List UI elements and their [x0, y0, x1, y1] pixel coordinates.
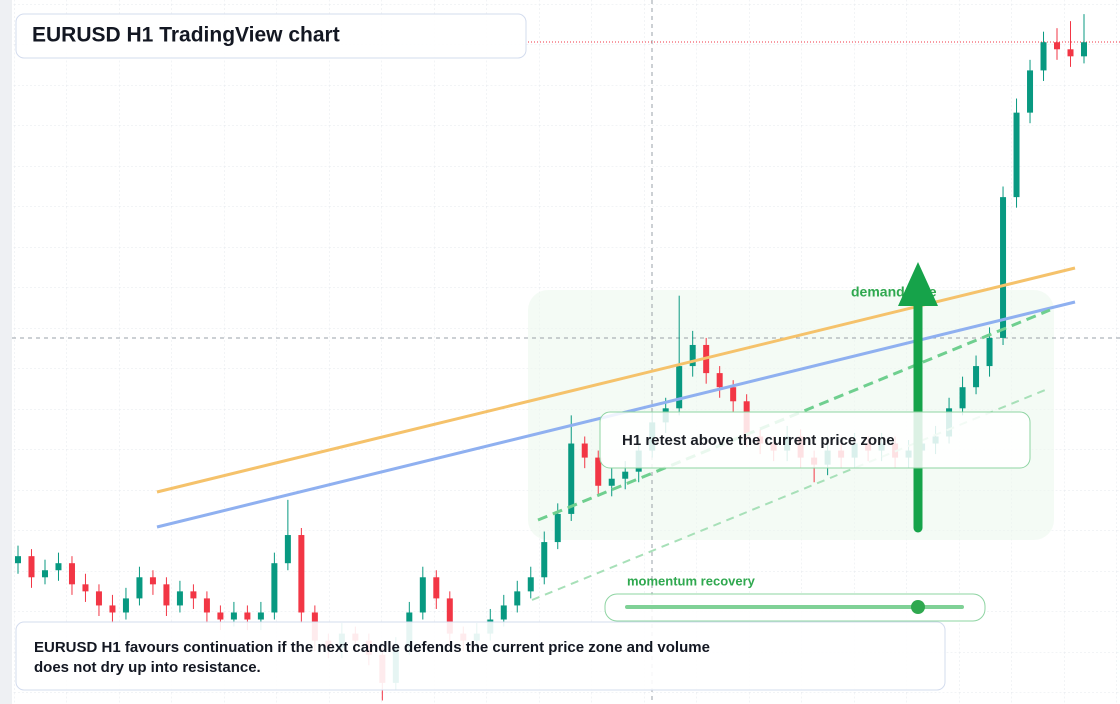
candle-body: [581, 443, 588, 458]
candle-body: [716, 373, 723, 388]
candle-body: [203, 598, 210, 613]
candle-body: [433, 577, 440, 599]
candle-body: [190, 591, 197, 599]
candle-body: [1081, 42, 1087, 57]
candle-body: [271, 563, 278, 613]
candle-body: [973, 366, 980, 388]
candle-body: [622, 471, 629, 479]
candle-body: [82, 584, 89, 592]
retest-label: H1 retest above the current price zone: [622, 432, 895, 449]
candle-body: [55, 563, 62, 571]
candle-body: [122, 598, 129, 613]
candle-body: [959, 387, 966, 409]
candle-body: [217, 612, 224, 620]
candle-body: [514, 591, 521, 606]
candle-body: [109, 605, 116, 613]
title-box: [15, 13, 527, 59]
candle-body: [568, 443, 575, 514]
candle-body: [500, 605, 507, 620]
note-box: [15, 621, 946, 691]
candle-body: [28, 556, 35, 578]
candle-body: [1000, 197, 1007, 338]
momentum-knob: [911, 600, 925, 614]
candle-body: [1013, 112, 1020, 198]
candle-body: [136, 577, 143, 599]
candle-body: [95, 591, 102, 606]
candle-body: [986, 337, 993, 367]
left-edge: [0, 0, 12, 704]
candle-body: [257, 612, 264, 620]
arrow-head: [898, 262, 938, 306]
candle-body: [527, 577, 534, 592]
candle-body: [244, 612, 251, 620]
note-line: does not dry up into resistance.: [34, 659, 261, 676]
candle-body: [149, 577, 156, 585]
momentum-label: momentum recovery: [627, 573, 756, 588]
candle-body: [1067, 49, 1074, 57]
candle-body: [176, 591, 183, 606]
candle-body: [689, 344, 696, 367]
candle-body: [15, 556, 21, 564]
candle-body: [608, 478, 615, 486]
candle-body: [595, 457, 602, 486]
candle-body: [284, 535, 291, 564]
candle-body: [419, 577, 426, 613]
candle-body: [163, 584, 170, 606]
candle-body: [1027, 70, 1034, 113]
title: EURUSD H1 TradingView chart: [32, 24, 340, 47]
candle-body: [41, 570, 48, 578]
candle-body: [541, 542, 548, 578]
candle-body: [1040, 42, 1047, 71]
note-line: EURUSD H1 favours continuation if the ne…: [34, 639, 710, 656]
candle-body: [676, 366, 683, 409]
candle-body: [730, 387, 737, 402]
candle-body: [230, 612, 237, 620]
retest-box: [599, 411, 1031, 469]
candle-body: [1054, 42, 1061, 50]
candle-body: [298, 535, 305, 613]
candle-body: [554, 513, 561, 543]
candle-body: [446, 598, 453, 634]
candle-body: [68, 563, 75, 585]
